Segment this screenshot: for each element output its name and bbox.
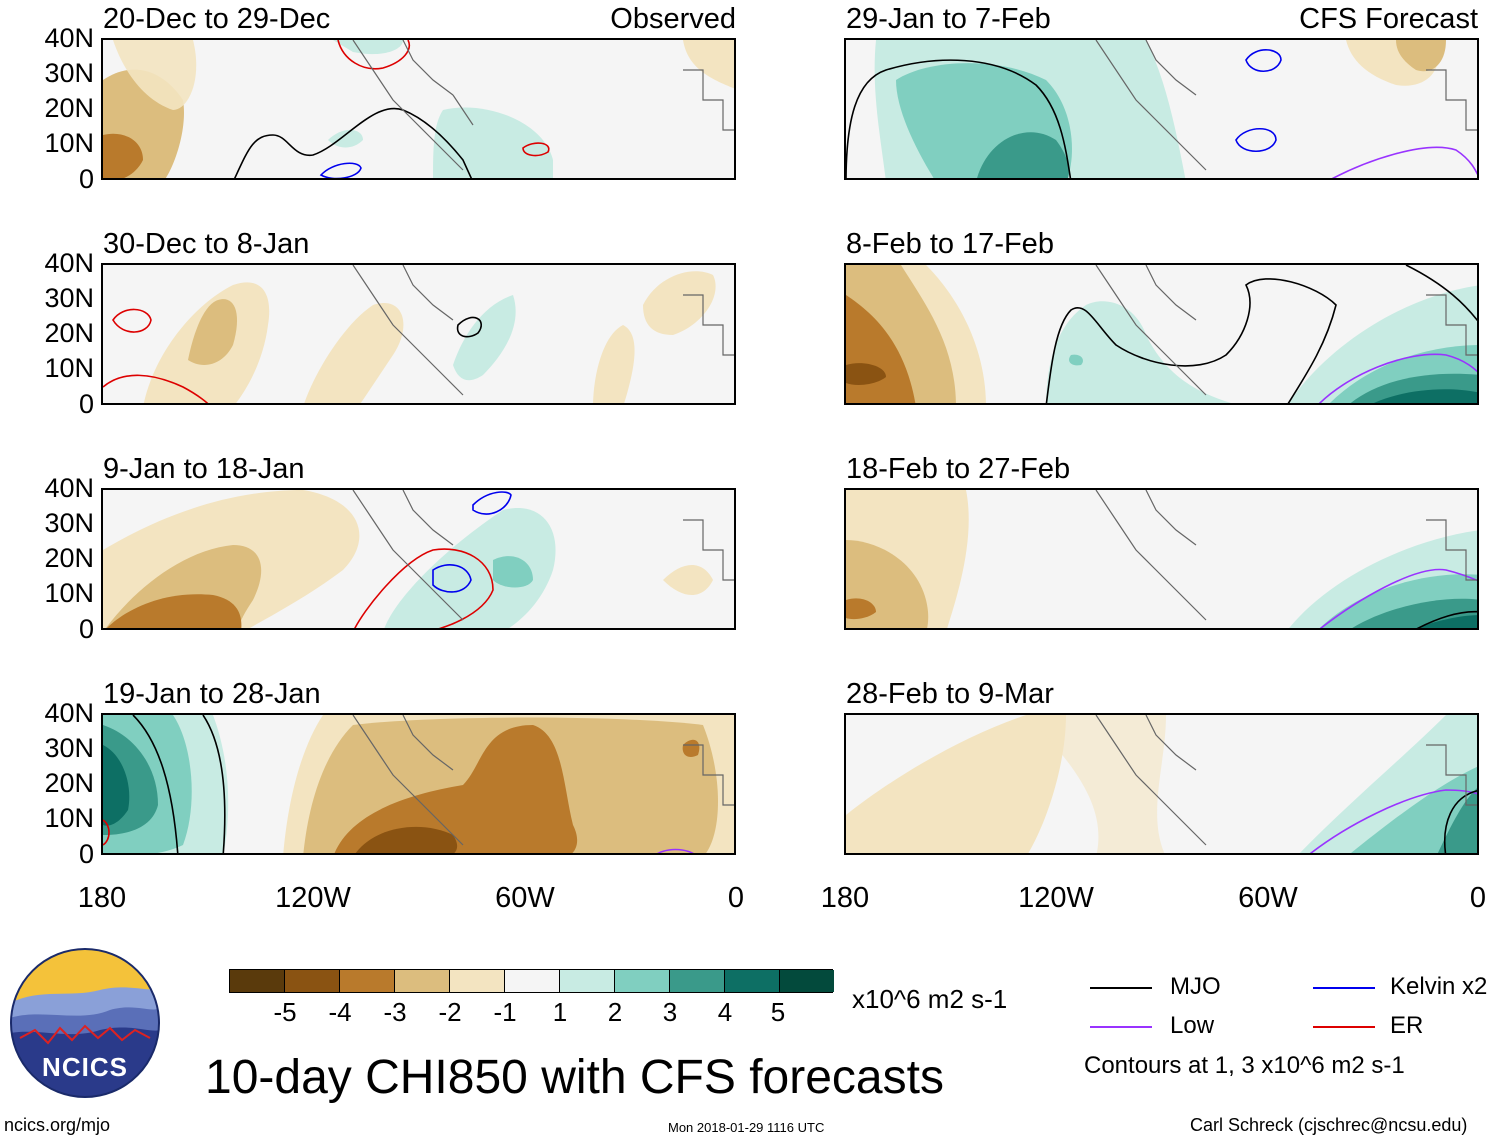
footer-credit: Carl Schreck (cjschrec@ncsu.edu) [1190,1115,1468,1135]
y-tick: 20N [44,543,94,573]
y-tick: 30N [44,733,94,763]
x-tick: 0 [1469,882,1487,914]
x-tick: 120W [1018,882,1094,914]
y-tick: 40N [44,23,94,53]
legend-label-low: Low [1170,1012,1215,1039]
footer-url: ncics.org/mjo [4,1115,111,1135]
colorbar-cell [230,970,285,992]
colorbar-units: x10^6 m2 s-1 [852,984,1008,1014]
colorbar-label: -1 [493,997,517,1027]
map-panel [844,38,1479,180]
x-tick: 0 [727,882,745,914]
x-tick: 120W [275,882,351,914]
y-tick: 10N [44,353,94,383]
colorbar [229,969,834,993]
y-tick: 30N [44,283,94,313]
legend-label-mjo: MJO [1170,973,1221,1000]
colorbar-label: -5 [273,997,297,1027]
colorbar-label: 2 [607,997,623,1027]
y-tick: 30N [44,508,94,538]
legend-swatch-kelvin [1313,987,1375,989]
y-tick: 10N [44,128,94,158]
map-panel [101,263,736,405]
y-tick: 0 [78,839,94,869]
colorbar-cell [340,970,395,992]
map-panel [101,713,736,855]
colorbar-label: 1 [552,997,568,1027]
panel-title: 28-Feb to 9-Mar [846,678,1054,710]
colorbar-label: -4 [328,997,352,1027]
contour-note: Contours at 1, 3 x10^6 m2 s-1 [1084,1052,1405,1079]
colorbar-cell [505,970,560,992]
y-tick: 30N [44,58,94,88]
colorbar-cell [560,970,615,992]
y-tick: 0 [78,389,94,419]
y-tick: 40N [44,248,94,278]
legend-label-kelvin: Kelvin x2 [1390,973,1488,1000]
panel-title: 30-Dec to 8-Jan [103,228,310,260]
map-panel [844,488,1479,630]
colorbar-label: 5 [770,997,786,1027]
panel-title: 8-Feb to 17-Feb [846,228,1054,260]
colorbar-cell [780,970,834,992]
panel-title: 20-Dec to 29-Dec [103,3,331,35]
ncics-logo: NCICS [10,948,160,1098]
y-tick: 20N [44,93,94,123]
panel-title: 9-Jan to 18-Jan [103,453,305,485]
legend-swatch-er [1313,1026,1375,1028]
map-panel [101,38,736,180]
footer-timestamp: Mon 2018-01-29 1116 UTC [668,1120,825,1135]
colorbar-label: 3 [662,997,678,1027]
map-panel [844,713,1479,855]
colorbar-label: 4 [717,997,733,1027]
x-tick: 180 [820,882,870,914]
panel-corner-label: Observed [610,3,736,35]
legend-swatch-low [1090,1026,1152,1028]
y-tick: 0 [78,614,94,644]
x-tick: 60W [1238,882,1298,914]
x-tick: 60W [495,882,555,914]
colorbar-cell [285,970,340,992]
y-tick: 20N [44,318,94,348]
y-tick: 40N [44,698,94,728]
colorbar-label: -2 [438,997,462,1027]
colorbar-cell [395,970,450,992]
map-panel [844,263,1479,405]
panel-title: 18-Feb to 27-Feb [846,453,1071,485]
y-tick: 10N [44,803,94,833]
colorbar-cell [670,970,725,992]
y-tick: 40N [44,473,94,503]
main-title: 10-day CHI850 with CFS forecasts [205,1051,944,1104]
x-tick: 180 [77,882,127,914]
colorbar-label: -3 [383,997,407,1027]
y-tick: 10N [44,578,94,608]
colorbar-cell [450,970,505,992]
map-panel [101,488,736,630]
colorbar-cell [615,970,670,992]
colorbar-cell [725,970,780,992]
panel-corner-label: CFS Forecast [1299,3,1478,35]
logo-text: NCICS [42,1052,128,1082]
panel-title: 19-Jan to 28-Jan [103,678,321,710]
y-tick: 20N [44,768,94,798]
y-tick: 0 [78,164,94,194]
legend-label-er: ER [1390,1012,1424,1039]
legend-swatch-mjo [1090,987,1152,989]
panel-title: 29-Jan to 7-Feb [846,3,1051,35]
